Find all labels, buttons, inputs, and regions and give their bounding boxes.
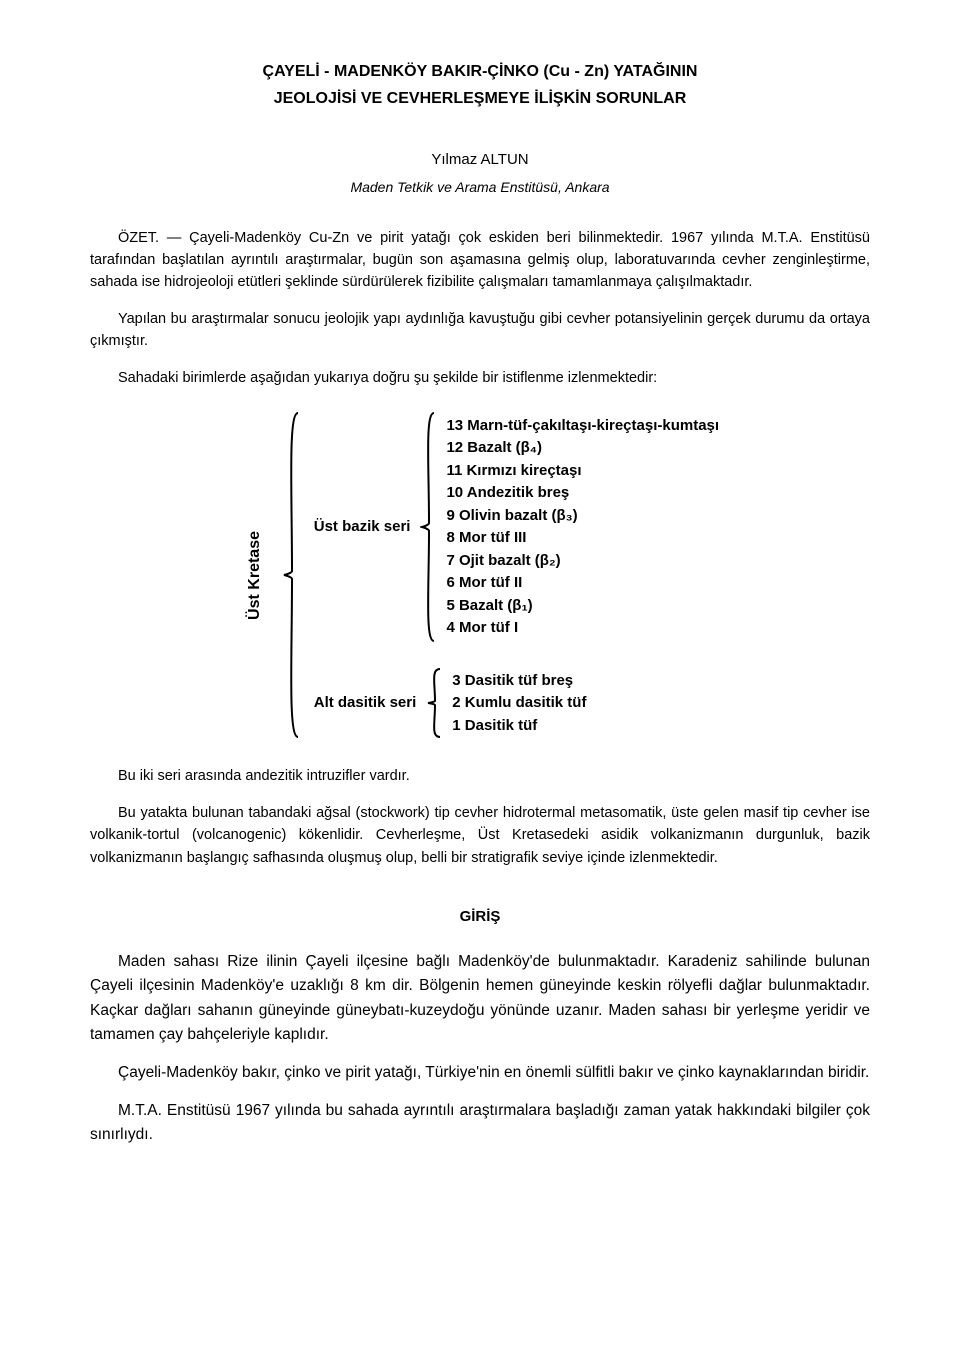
lower-dacitic-series-label: Alt dasitik seri [314, 694, 417, 713]
stratigraphy-diagram: Üst Kretase Üst bazik seri 13 Marn-tüf-ç… [90, 411, 870, 739]
lower-dacitic-series: Alt dasitik seri 3 Dasitik tüf breş 2 Ku… [314, 667, 719, 739]
strat-item: 8 Mor tüf III [446, 527, 719, 550]
author-affiliation: Maden Tetkik ve Arama Enstitüsü, Ankara [90, 177, 870, 199]
strat-item: 13 Marn-tüf-çakıltaşı-kireçtaşı-kumtaşı [446, 415, 719, 438]
stratigraphy-wrap: Üst Kretase Üst bazik seri 13 Marn-tüf-ç… [241, 411, 719, 739]
abstract-p1: ÖZET. — Çayeli-Madenköy Cu-Zn ve pirit y… [90, 227, 870, 294]
body-p4: Bu iki seri arasında andezitik intruzifl… [90, 765, 870, 787]
period-label: Üst Kretase [241, 531, 268, 620]
upper-basic-series-label: Üst bazik seri [314, 518, 411, 537]
giris-p1: Maden sahası Rize ilinin Çayeli ilçesine… [90, 950, 870, 1046]
upper-basic-series-label-text: Üst bazik seri [314, 518, 411, 535]
abstract-p2: Yapılan bu araştırmalar sonucu jeolojik … [90, 308, 870, 353]
strat-item: 4 Mor tüf I [446, 617, 719, 640]
section-heading-giris: GİRİŞ [90, 905, 870, 928]
strat-item: 9 Olivin bazalt (β₃) [446, 505, 719, 528]
giris-p2: Çayeli-Madenköy bakır, çinko ve pirit ya… [90, 1061, 870, 1085]
strat-item: 10 Andezitik breş [446, 482, 719, 505]
outer-brace-icon [282, 411, 300, 739]
lower-series-items: 3 Dasitik tüf breş 2 Kumlu dasitik tüf 1… [452, 670, 586, 738]
abstract-p3: Sahadaki birimlerde aşağıdan yukarıya do… [90, 367, 870, 389]
strat-item: 3 Dasitik tüf breş [452, 670, 586, 693]
strat-item: 2 Kumlu dasitik tüf [452, 692, 586, 715]
strat-item: 6 Mor tüf II [446, 572, 719, 595]
upper-series-items: 13 Marn-tüf-çakıltaşı-kireçtaşı-kumtaşı … [446, 415, 719, 640]
body-p5: Bu yatakta bulunan tabandaki ağsal (stoc… [90, 802, 870, 869]
strat-item: 12 Bazalt (β₄) [446, 437, 719, 460]
strat-item: 5 Bazalt (β₁) [446, 595, 719, 618]
strat-item: 1 Dasitik tüf [452, 715, 586, 738]
strat-item: 11 Kırmızı kireçtaşı [446, 460, 719, 483]
upper-basic-series: Üst bazik seri 13 Marn-tüf-çakıltaşı-kir… [314, 411, 719, 643]
giris-p3: M.T.A. Enstitüsü 1967 yılında bu sahada … [90, 1099, 870, 1147]
author-name: Yılmaz ALTUN [90, 148, 870, 171]
series-groups: Üst bazik seri 13 Marn-tüf-çakıltaşı-kir… [314, 411, 719, 739]
lower-dacitic-series-label-text: Alt dasitik seri [314, 694, 417, 711]
page: ÇAYELİ - MADENKÖY BAKIR-ÇİNKO (Cu - Zn) … [0, 0, 960, 1241]
lower-brace-icon [426, 667, 442, 739]
upper-brace-icon [420, 411, 436, 643]
strat-item: 7 Ojit bazalt (β₂) [446, 550, 719, 573]
title-line-2: JEOLOJİSİ VE CEVHERLEŞMEYE İLİŞKİN SORUN… [90, 87, 870, 112]
title-line-1: ÇAYELİ - MADENKÖY BAKIR-ÇİNKO (Cu - Zn) … [90, 60, 870, 85]
